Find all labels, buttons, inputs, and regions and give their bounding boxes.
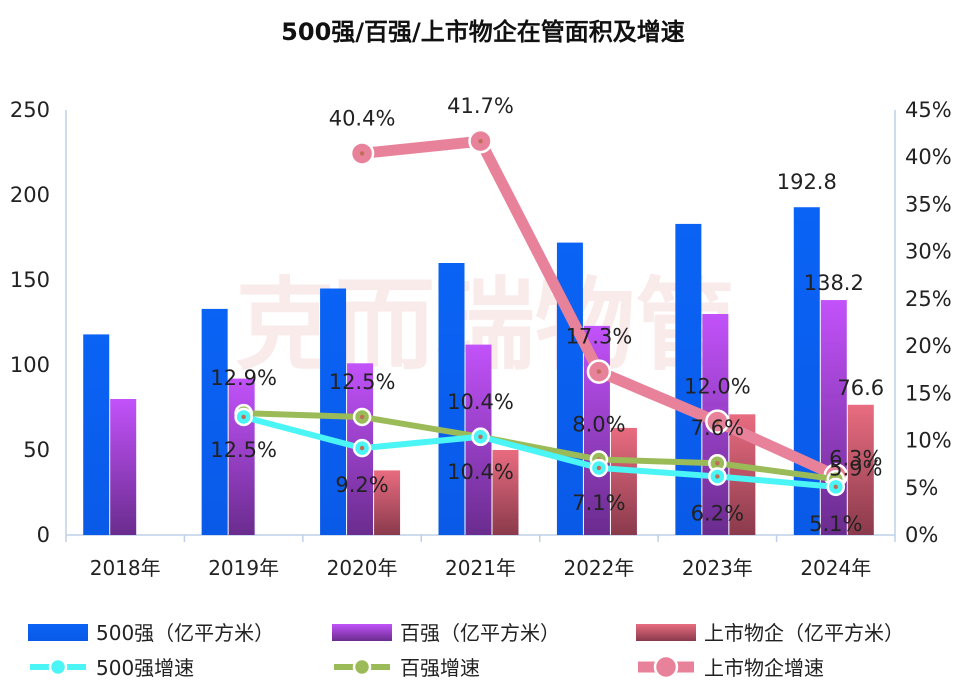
legend-swatch — [636, 624, 696, 641]
line-value-label: 10.4% — [447, 390, 514, 414]
lines — [234, 128, 849, 497]
legend: 500强（亿平方米） 百强（亿平方米） 上市物企（亿平方米） 500强增速 百强增速 上市… — [28, 621, 904, 680]
line-shangshi-growth-point-center — [715, 419, 720, 424]
y-left-tick-label: 200 — [10, 183, 50, 207]
y-right-tick-label: 5% — [905, 476, 938, 500]
line-500qiang-growth-point-center — [833, 484, 838, 490]
line-shangshi-growth-point-center — [596, 369, 602, 374]
line-value-label: 40.4% — [329, 106, 396, 130]
bar-shangshi — [847, 404, 874, 535]
bar-500qiang — [793, 207, 820, 536]
y-right-tick-label: 0% — [905, 523, 938, 547]
line-value-label: 8.0% — [572, 412, 625, 436]
line-value-label: 12.9% — [210, 366, 277, 390]
chart-title: 500强/百强/上市物企在管面积及增速 — [281, 18, 685, 46]
bar-shangshi — [374, 470, 401, 535]
line-value-label: 9.2% — [335, 473, 388, 497]
line-shangshi-growth-point-center — [478, 138, 483, 144]
legend-marker — [653, 654, 679, 680]
legend-marker — [48, 657, 68, 677]
legend-swatch — [332, 624, 392, 641]
bar-value-label: 76.6 — [837, 376, 884, 400]
x-tick-label: 2019年 — [208, 556, 279, 580]
y-right-tick-label: 35% — [905, 192, 952, 216]
y-right-tick-label: 20% — [905, 334, 952, 358]
line-value-label: 6.3% — [829, 447, 882, 471]
legend-marker — [352, 657, 372, 677]
legend-item-baiqiang: 百强（亿平方米） — [332, 621, 560, 645]
y-right-tick-label: 10% — [905, 429, 952, 453]
line-value-label: 7.6% — [691, 416, 744, 440]
y-right-tick-label: 15% — [905, 381, 952, 405]
bar-500qiang — [675, 223, 702, 535]
legend-item-shangshi: 上市物企（亿平方米） — [636, 621, 904, 645]
y-left-tick-label: 150 — [10, 268, 50, 292]
bar-500qiang — [320, 288, 347, 535]
y-right-tick-label: 30% — [905, 240, 952, 264]
line-500qiang-growth-point-center — [478, 434, 483, 439]
line-value-label: 5.1% — [809, 512, 862, 536]
line-value-label: 7.1% — [572, 491, 625, 515]
line-baiqiang-growth — [240, 410, 839, 483]
axes: 0 50 100 150 200 250 0% 5% 10% 15% 20% 25% 30% 35% 40%… — [10, 98, 952, 580]
y-left-tick-label: 0 — [37, 523, 50, 547]
x-tick-label: 2023年 — [682, 556, 753, 580]
line-value-label: 12.5% — [329, 370, 396, 394]
line-shangshi-growth-point-center — [359, 151, 365, 156]
bar-500qiang — [201, 308, 228, 535]
legend-swatch — [28, 624, 88, 641]
legend-item-baiqiang-growth: 百强增速 — [334, 656, 480, 680]
line-500qiang-growth-point-center — [359, 445, 365, 451]
x-tick-label: 2021年 — [445, 556, 516, 580]
line-value-label: 5.9% — [829, 456, 882, 480]
bar-value-label: 138.2 — [804, 271, 864, 295]
line-value-label: 12.5% — [210, 438, 277, 462]
y-right-tick-label: 45% — [905, 98, 952, 122]
legend-label: 百强（亿平方米） — [400, 621, 560, 645]
line-500qiang-growth-point-center — [715, 474, 720, 479]
bar-value-label: 192.8 — [777, 170, 837, 194]
line-value-label: 12.0% — [684, 375, 751, 399]
bar-baiqiang — [110, 399, 137, 535]
line-500qiang-growth-point-center — [241, 414, 246, 420]
legend-label: 上市物企（亿平方米） — [704, 621, 904, 645]
bar-shangshi — [610, 427, 637, 535]
legend-item-500qiang-growth: 500强增速 — [30, 656, 194, 680]
line-value-label: 10.4% — [447, 460, 514, 484]
x-tick-label: 2024年 — [800, 556, 871, 580]
x-tick-label: 2022年 — [563, 556, 634, 580]
line-value-label: 41.7% — [447, 94, 514, 118]
data-labels: 192.8 138.2 76.6 12.5% 9.2% 10.4% 7.1% 6.2% 5.1%… — [210, 94, 884, 536]
bar-500qiang — [83, 334, 110, 535]
legend-item-shangshi-growth: 上市物企增速 — [638, 654, 824, 680]
legend-label: 百强增速 — [400, 656, 480, 680]
y-left-tick-label: 250 — [10, 98, 50, 122]
legend-label: 上市物企增速 — [704, 656, 824, 680]
y-right-tick-label: 25% — [905, 287, 952, 311]
legend-label: 500强（亿平方米） — [96, 621, 274, 645]
y-left-tick-label: 50 — [23, 438, 50, 462]
x-tick-label: 2020年 — [327, 556, 398, 580]
line-value-label: 17.3% — [566, 325, 633, 349]
line-baiqiang-growth-point-center — [715, 461, 720, 466]
bar-500qiang — [438, 263, 465, 535]
line-baiqiang-growth-point-center — [359, 414, 365, 420]
legend-label: 500强增速 — [96, 656, 194, 680]
bar-baiqiang — [820, 300, 847, 535]
line-500qiang-growth — [240, 413, 839, 490]
bars — [83, 207, 874, 536]
line-500qiang-growth-point-center — [596, 465, 602, 471]
legend-item-500qiang: 500强（亿平方米） — [28, 621, 274, 645]
y-right-tick-label: 40% — [905, 145, 952, 169]
x-tick-label: 2018年 — [90, 556, 161, 580]
bar-shangshi — [492, 450, 519, 535]
line-value-label: 6.2% — [691, 501, 744, 525]
y-left-tick-label: 100 — [10, 353, 50, 377]
